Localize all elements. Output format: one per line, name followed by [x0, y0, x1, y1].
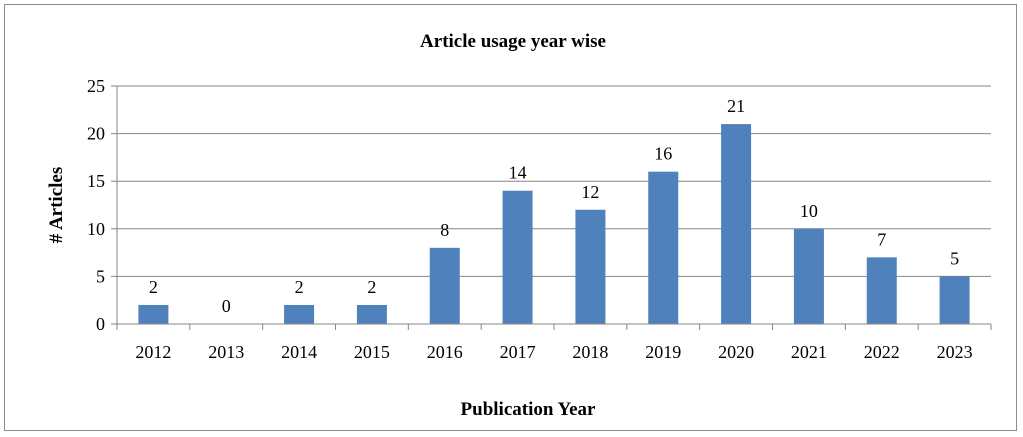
- chart-title: Article usage year wise: [420, 31, 606, 52]
- y-tick-labels: 0 5 10 15 20 25: [87, 76, 105, 334]
- data-label: 2: [367, 277, 376, 297]
- y-axis-title: # Articles: [46, 167, 67, 244]
- bar: [793, 228, 824, 324]
- y-tick-label: 10: [87, 219, 105, 239]
- bar: [648, 171, 679, 324]
- bar: [429, 247, 460, 324]
- bar: [138, 304, 169, 324]
- data-labels: 2 0 2 2 8 14 12 16 21 10 7 5: [149, 96, 959, 316]
- data-label: 21: [727, 96, 745, 116]
- bar: [866, 257, 897, 324]
- x-tick-label: 2016: [427, 342, 463, 362]
- y-tick-label: 20: [87, 124, 105, 144]
- axes: [116, 86, 991, 325]
- y-tick-label: 0: [96, 314, 105, 334]
- x-tick-label: 2019: [645, 342, 681, 362]
- x-tick-label: 2020: [718, 342, 754, 362]
- x-tick-label: 2023: [937, 342, 973, 362]
- x-tick-labels: 2012 2013 2014 2015 2016 2017 2018 2019 2020 2021…: [135, 342, 972, 362]
- x-tick-label: 2018: [572, 342, 608, 362]
- bar: [575, 209, 606, 324]
- data-label: 8: [440, 220, 449, 240]
- data-label: 12: [581, 182, 599, 202]
- bar: [939, 276, 970, 324]
- data-label: 10: [800, 201, 818, 221]
- data-label: 0: [222, 296, 231, 316]
- x-axis-title: Publication Year: [461, 399, 596, 420]
- bars: [138, 124, 970, 324]
- bar: [356, 304, 387, 324]
- x-tick-label: 2022: [864, 342, 900, 362]
- x-tick-label: 2017: [500, 342, 536, 362]
- data-label: 2: [149, 277, 158, 297]
- gridlines: [111, 85, 992, 330]
- y-tick-label: 25: [87, 76, 105, 96]
- data-label: 14: [509, 163, 527, 183]
- x-tick-label: 2021: [791, 342, 827, 362]
- bar: [721, 124, 752, 324]
- data-label: 2: [295, 277, 304, 297]
- x-tick-label: 2014: [281, 342, 317, 362]
- x-tick-label: 2015: [354, 342, 390, 362]
- bar: [284, 304, 315, 324]
- x-tick-label: 2013: [208, 342, 244, 362]
- data-label: 5: [950, 248, 959, 268]
- data-label: 16: [654, 144, 672, 164]
- x-tick-label: 2012: [135, 342, 171, 362]
- y-tick-label: 5: [96, 266, 105, 286]
- y-tick-label: 15: [87, 171, 105, 191]
- bar: [502, 190, 533, 324]
- data-label: 7: [877, 229, 886, 249]
